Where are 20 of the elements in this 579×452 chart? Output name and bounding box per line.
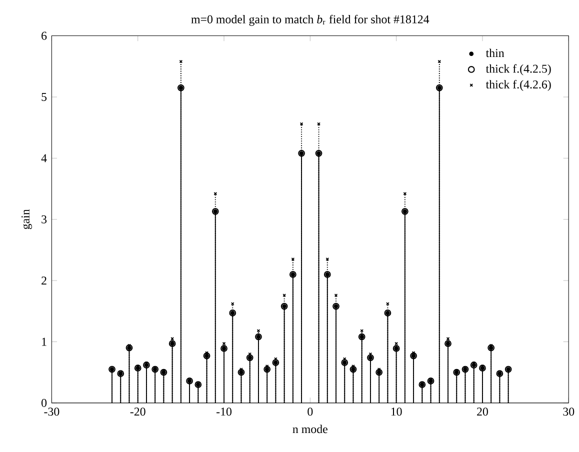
y-tick-label: 4 [41, 154, 47, 162]
x-tick-label: -30 [44, 408, 60, 416]
legend-label: thick f.(4.2.5) [486, 64, 551, 76]
x-tick-label: 10 [391, 408, 402, 416]
y-tick-label: 2 [42, 276, 46, 285]
x-axis-title: n mode [292, 424, 328, 434]
x-tick-label: 20 [477, 408, 488, 416]
y-tick-label: 3 [42, 215, 47, 224]
x-tick-label: -20 [130, 408, 146, 416]
y-axis-title: gain [21, 209, 32, 230]
legend-label: thick f.(4.2.6) [486, 80, 551, 91]
x-tick-label: -10 [216, 408, 232, 416]
y-tick-label: 6 [42, 32, 47, 40]
y-tick-label: 5 [42, 93, 47, 101]
y-tick-label: 1 [42, 338, 46, 346]
x-tick-label: 30 [563, 408, 574, 416]
y-tick-label: 0 [42, 398, 47, 407]
x-tick-label: 0 [308, 408, 313, 416]
legend-label: thin [486, 48, 504, 58]
chart-title: m=0 model gain to match b$_{r}$ field for shot #18124 [191, 14, 430, 26]
